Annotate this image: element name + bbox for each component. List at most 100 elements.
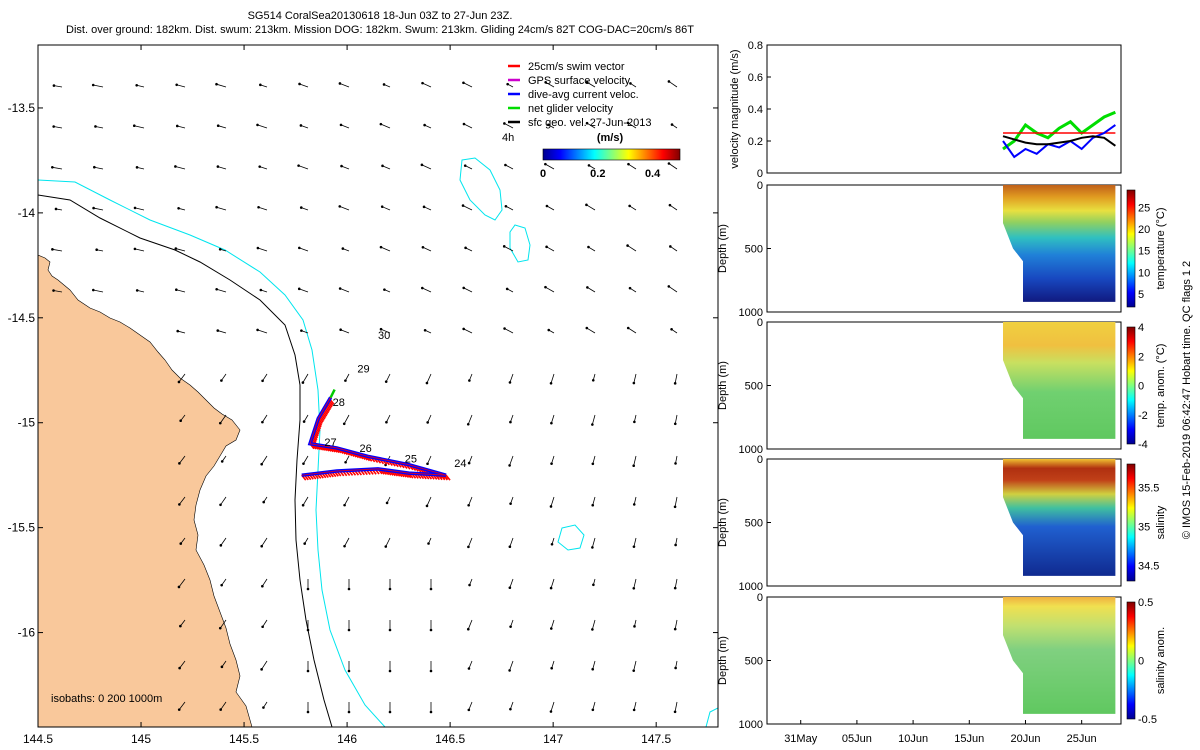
velocity-arrow <box>53 85 63 88</box>
velocity-arrow <box>339 288 350 293</box>
velocity-arrow-head <box>423 328 427 332</box>
velocity-series-line <box>1002 135 1116 147</box>
velocity-arrow-head <box>218 626 222 630</box>
velocity-arrow-head <box>632 464 635 468</box>
velocity-arrow-head <box>379 245 383 249</box>
velocity-arrow <box>261 660 268 670</box>
velocity-arrow-head <box>549 505 553 508</box>
velocity-arrow <box>257 329 268 334</box>
swim-vector <box>445 474 451 481</box>
velocity-arrow-head <box>388 669 392 673</box>
velocity-arrow-head <box>133 206 137 210</box>
velocity-arrow-head <box>94 125 97 128</box>
velocity-arrow-head <box>218 421 222 425</box>
velocity-arrow <box>344 537 350 547</box>
velocity-arrow-head <box>674 462 677 465</box>
velocity-arrow-head <box>388 710 392 714</box>
velocity-arrow-head <box>425 504 429 508</box>
day-label: 26 <box>359 443 371 455</box>
velocity-arrow-head <box>505 287 509 291</box>
velocity-arrow-head <box>178 462 181 465</box>
map-frame <box>37 44 719 728</box>
velocity-arrow <box>426 496 432 507</box>
section-colorbar-tick: 35.5 <box>1138 482 1159 494</box>
copyright-note: © IMOS 15-Feb-2019 06:42:47 Hobart time.… <box>1181 261 1193 539</box>
velocity-frame <box>766 44 1122 174</box>
velocity-arrow-head <box>298 82 301 86</box>
velocity-arrow <box>633 578 637 589</box>
velocity-arrow <box>668 163 678 170</box>
velocity-arrow-head <box>632 503 636 506</box>
velocity-arrow <box>467 414 473 425</box>
velocity-arrow <box>177 125 186 129</box>
velocity-arrow <box>550 701 555 712</box>
section-colorbar-tick: 10 <box>1138 267 1150 279</box>
velocity-arrow-head <box>347 710 351 714</box>
velocity-arrow-head <box>179 624 182 628</box>
velocity-arrow-head <box>92 288 95 292</box>
depth-tick-label: 500 <box>745 244 763 256</box>
velocity-arrow-head <box>467 667 471 670</box>
velocity-arrow <box>509 455 514 466</box>
map-y-axis: -13.5 -14 -14.5 -15 -15.5 -16 <box>8 101 718 640</box>
velocity-arrow-head <box>426 421 429 424</box>
section-colorbar-tick: -2 <box>1138 410 1148 422</box>
velocity-arrow-head <box>508 545 512 549</box>
velocity-y-tick-label: 0 <box>757 168 763 180</box>
velocity-arrow-head <box>423 123 426 127</box>
velocity-arrow <box>592 701 596 710</box>
velocity-arrow <box>216 83 227 88</box>
velocity-arrow-head <box>632 586 636 590</box>
map-x-axis: 144.5 145 145.5 146 146.5 147 147.5 <box>23 45 672 746</box>
velocity-arrow-head <box>550 421 553 425</box>
velocity-arrow-head <box>216 329 220 332</box>
velocity-arrow <box>674 578 678 589</box>
day-label: 28 <box>333 397 345 409</box>
velocity-arrow <box>220 537 227 546</box>
velocity-arrow-head <box>177 207 180 210</box>
velocity-arrow-head <box>585 80 589 84</box>
map-x-tick-label: 145 <box>131 732 151 746</box>
velocity-arrow <box>261 455 268 465</box>
velocity-arrow-head <box>585 203 588 207</box>
section-colorbar-tick: 0 <box>1138 656 1144 668</box>
isobaths-label: isobaths: 0 200 1000m <box>51 693 162 705</box>
velocity-arrow-head <box>673 627 677 631</box>
velocity-arrow-head <box>338 287 342 290</box>
depth-section-fill <box>1003 185 1116 302</box>
velocity-arrow-head <box>591 628 594 631</box>
velocity-arrow-head <box>219 503 222 507</box>
velocity-arrow-head <box>547 328 551 332</box>
velocity-arrow <box>258 206 268 211</box>
velocity-arrow-head <box>509 707 512 711</box>
velocity-y-tick-label: 0.4 <box>748 104 763 116</box>
velocity-arrow <box>385 373 391 382</box>
velocity-arrow-head <box>306 669 310 673</box>
velocity-arrow-head <box>670 123 674 126</box>
velocity-arrow <box>380 328 391 334</box>
section-colorbar-tick: -0.5 <box>1138 714 1157 726</box>
velocity-arrow-head <box>177 585 181 589</box>
velocity-arrow-head <box>544 80 547 84</box>
section-colorbar-label: salinity <box>1155 505 1167 539</box>
depth-panel-salinity-anomaly: 0 500 1000 Depth (m) -0.5 0 0.5 salinity anom. <box>717 592 1167 731</box>
velocity-y-tick-label: 0.2 <box>748 136 763 148</box>
velocity-arrow-head <box>592 583 595 587</box>
reef-outline-2 <box>509 224 531 263</box>
depth-section-fill <box>1003 597 1116 714</box>
velocity-arrow <box>633 373 637 384</box>
legend-entry: GPS surface velocity <box>528 75 631 87</box>
velocity-arrow-head <box>258 165 262 168</box>
velocity-arrow-head <box>259 288 263 292</box>
map-x-tick-label: 147 <box>543 732 563 746</box>
velocity-arrow-head <box>504 163 507 167</box>
date-tick-label: 15Jun <box>954 733 984 745</box>
velocity-arrow <box>262 373 268 382</box>
glider-track <box>301 388 451 481</box>
velocity-arrow-head <box>95 248 98 252</box>
depth-tick-label: 1000 <box>739 719 763 731</box>
velocity-arrow-head <box>52 125 55 128</box>
velocity-arrow-head <box>262 706 265 709</box>
velocity-arrow-head <box>215 82 218 86</box>
velocity-arrow-head <box>342 422 346 426</box>
